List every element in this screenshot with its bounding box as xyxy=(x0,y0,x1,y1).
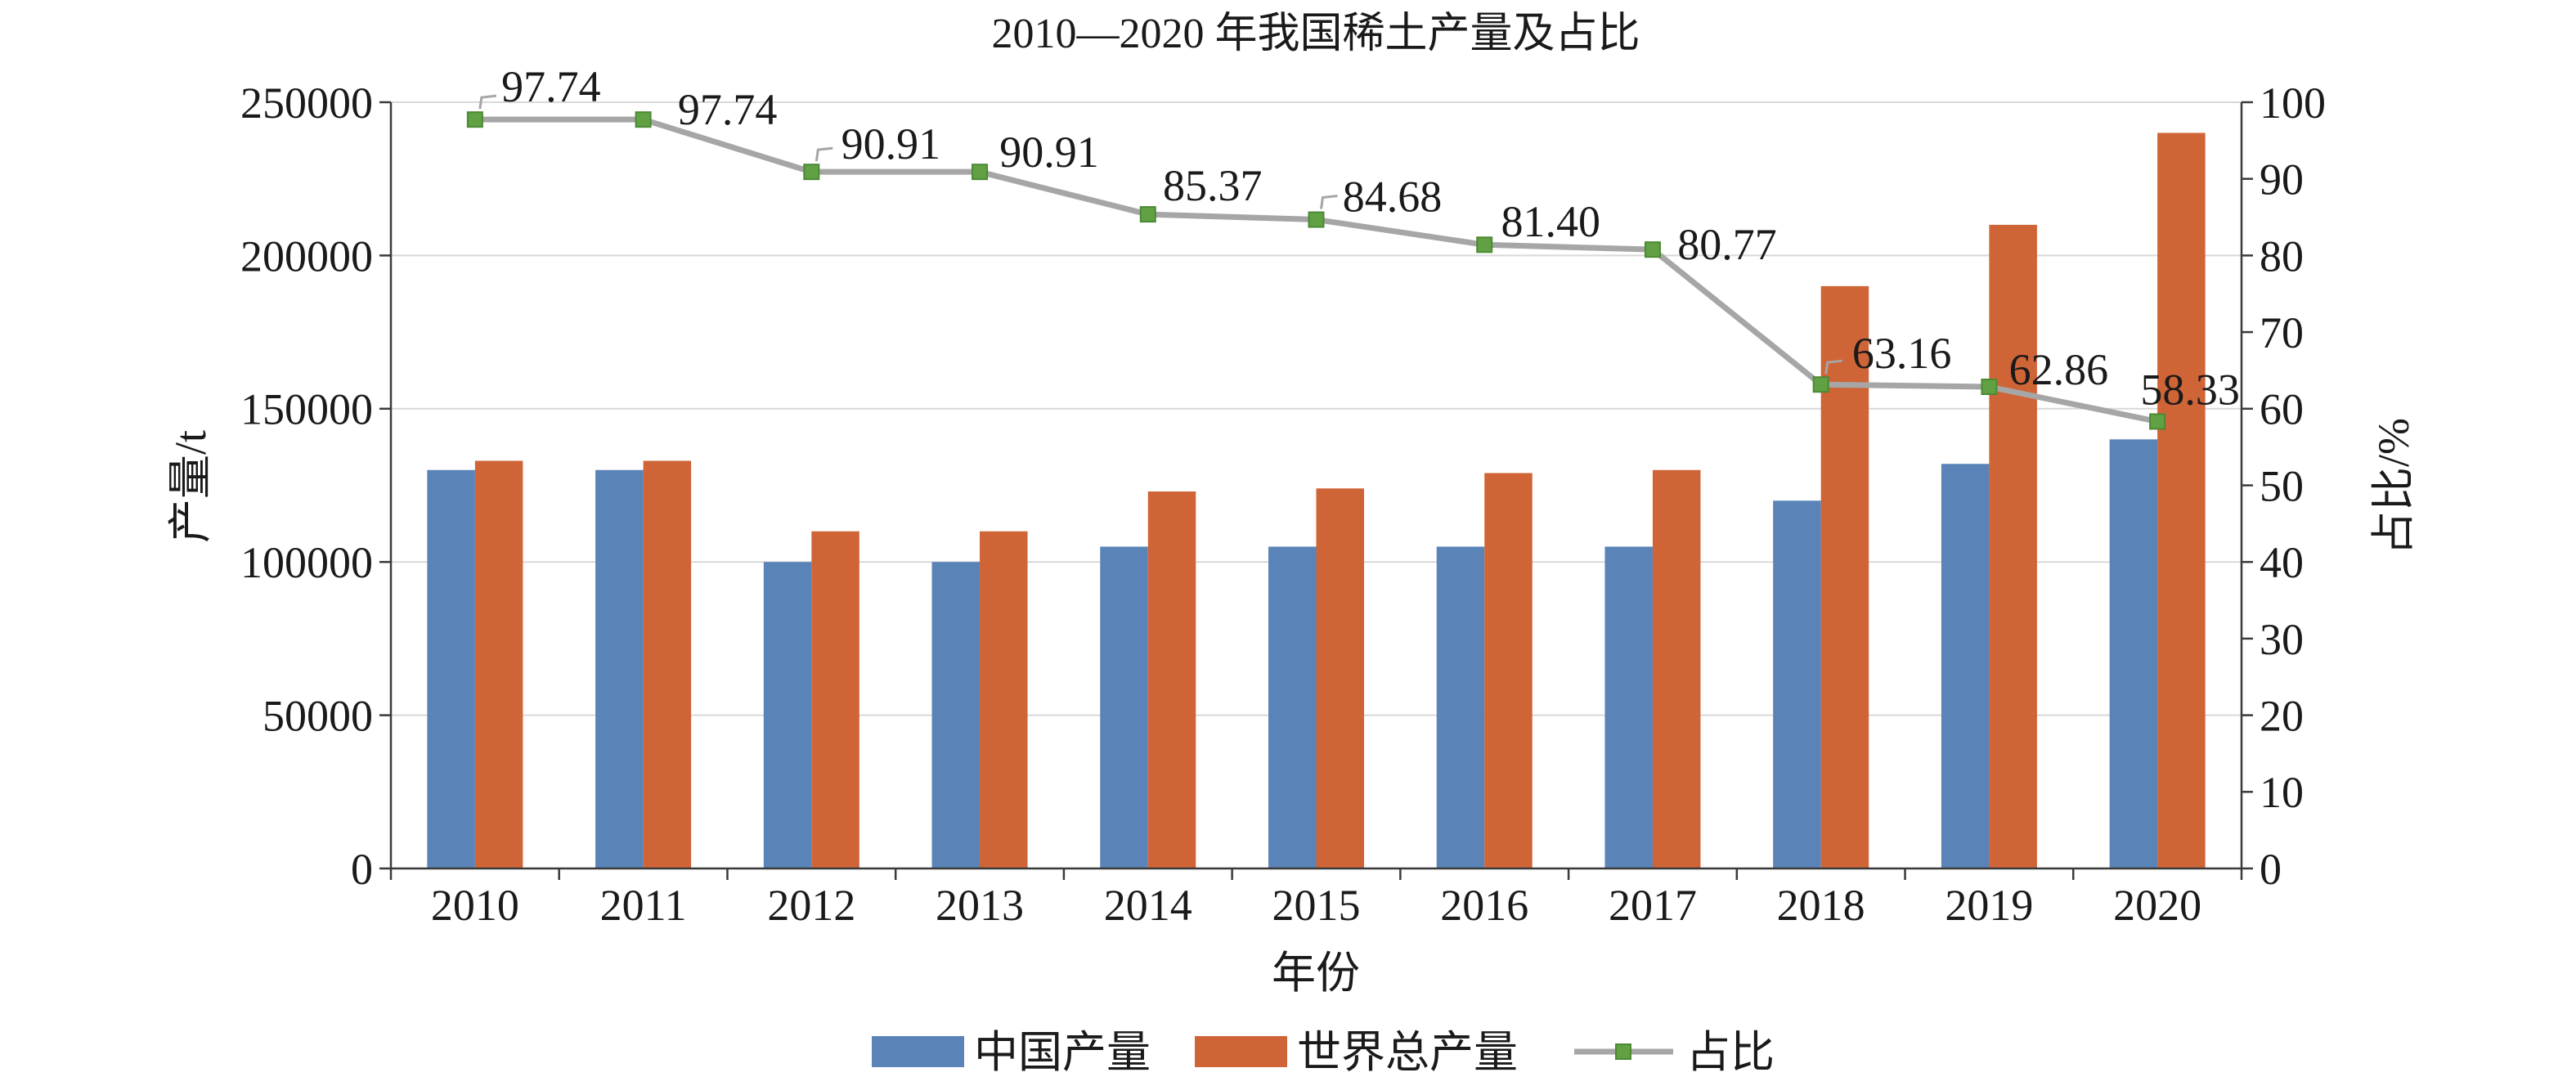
y-axis-right-tick-label: 80 xyxy=(2260,231,2304,280)
y-axis-right-tick-label: 90 xyxy=(2260,155,2304,204)
bar-series xyxy=(427,132,2206,869)
data-label-leader-line xyxy=(1320,195,1338,209)
share-data-label-2011: 97.74 xyxy=(678,85,778,134)
china-production-bar-2016 xyxy=(1436,546,1485,868)
x-axis-tick-label: 2019 xyxy=(1945,881,2033,930)
share-data-label-2015: 84.68 xyxy=(1343,172,1443,221)
share-marker-2018 xyxy=(1812,376,1829,393)
y-axis-right-tick-label: 40 xyxy=(2260,538,2304,587)
world-production-bar-2017 xyxy=(1652,469,1701,868)
china-production-bar-2018 xyxy=(1773,500,1821,868)
share-marker-2015 xyxy=(1308,211,1325,228)
share-marker-2011 xyxy=(635,111,652,128)
world-production-bar-2011 xyxy=(643,460,692,868)
china-production-bar-2017 xyxy=(1604,546,1653,868)
world-production-bar-2016 xyxy=(1484,473,1533,868)
y-axis-right-tick-label: 10 xyxy=(2260,768,2304,817)
x-axis-tick-label: 2013 xyxy=(936,881,1024,930)
legend: 中国产量 世界总产量 占比 xyxy=(872,1028,1775,1077)
y-axis-right-tick-label: 20 xyxy=(2260,692,2304,741)
x-axis-title: 年份 xyxy=(1272,949,1360,998)
share-markers xyxy=(466,111,2166,430)
china-production-bar-2019 xyxy=(1941,464,1990,868)
share-marker-2019 xyxy=(1981,379,1998,396)
y-axis-right-tick-label: 0 xyxy=(2260,845,2282,894)
x-axis-tick-label: 2011 xyxy=(600,881,687,930)
y-axis-left-tick-label: 0 xyxy=(351,845,373,894)
world-production-bar-2015 xyxy=(1316,488,1364,868)
axes: 0 50000 100000 150000 200000 250000 0 10 20 30 40 5… xyxy=(240,79,2326,930)
y-axis-right-tick-label: 100 xyxy=(2260,79,2326,128)
china-production-bar-2020 xyxy=(2109,439,2158,868)
share-data-label-2017: 80.77 xyxy=(1677,220,1777,269)
legend-label-share: 占比 xyxy=(1686,1028,1775,1077)
legend-swatch-world-production xyxy=(1195,1036,1287,1067)
share-data-label-2010: 97.74 xyxy=(501,62,601,111)
share-data-label-2019: 62.86 xyxy=(2009,345,2109,394)
y-axis-right-tick-label: 30 xyxy=(2260,615,2304,664)
x-axis-tick-label: 2018 xyxy=(1777,881,1865,930)
y-axis-left-title: 产量/t xyxy=(166,430,215,543)
legend-swatch-china-production xyxy=(872,1036,964,1067)
y-axis-left-tick-label: 100000 xyxy=(240,538,373,587)
y-axis-right-tick-label: 70 xyxy=(2260,308,2304,357)
china-production-bar-2010 xyxy=(427,469,475,868)
y-axis-right-title: 占比/% xyxy=(2369,418,2418,555)
world-production-bar-2013 xyxy=(980,531,1028,868)
x-axis-tick-label: 2015 xyxy=(1272,881,1361,930)
data-label-leader-line xyxy=(815,146,833,162)
share-data-label-2020: 58.33 xyxy=(2140,365,2240,414)
world-production-bar-2020 xyxy=(2157,132,2206,869)
legend-label-world-production: 世界总产量 xyxy=(1297,1028,1518,1077)
share-data-labels: 97.74 97.74 90.91 90.91 85.37 84.68 81.40 80.77… xyxy=(478,62,2240,414)
legend-swatch-share-marker xyxy=(1615,1043,1631,1060)
x-axis-tick-label: 2020 xyxy=(2113,881,2201,930)
share-marker-2012 xyxy=(803,164,820,181)
share-marker-2016 xyxy=(1476,236,1493,254)
y-axis-left-tick-label: 150000 xyxy=(240,385,373,434)
share-marker-2013 xyxy=(972,164,989,181)
chart-title: 2010—2020 年我国稀土产量及占比 xyxy=(991,11,1640,57)
china-production-bar-2015 xyxy=(1268,546,1317,868)
data-label-leader-line xyxy=(1824,359,1842,375)
world-production-bar-2014 xyxy=(1147,491,1196,868)
y-axis-left-tick-label: 200000 xyxy=(240,231,373,280)
y-axis-right-tick-label: 50 xyxy=(2260,461,2304,510)
legend-item-world-production: 世界总产量 xyxy=(1195,1028,1518,1077)
china-production-bar-2012 xyxy=(763,562,812,868)
legend-label-china-production: 中国产量 xyxy=(974,1028,1151,1077)
share-data-label-2014: 85.37 xyxy=(1163,161,1263,210)
world-production-bar-2012 xyxy=(811,531,859,868)
y-axis-left-tick-label: 250000 xyxy=(240,79,373,128)
share-data-label-2012: 90.91 xyxy=(841,119,941,168)
x-axis-tick-label: 2010 xyxy=(431,881,519,930)
world-production-bar-2010 xyxy=(474,460,523,868)
x-axis-tick-label: 2012 xyxy=(767,881,855,930)
share-data-label-2016: 81.40 xyxy=(1501,197,1600,246)
china-production-bar-2014 xyxy=(1100,546,1148,868)
share-marker-2014 xyxy=(1139,206,1156,223)
share-marker-2020 xyxy=(2149,413,2166,430)
x-axis-tick-label: 2014 xyxy=(1104,881,1192,930)
share-marker-2017 xyxy=(1644,241,1661,258)
y-axis-left-tick-label: 50000 xyxy=(263,692,373,741)
china-production-bar-2011 xyxy=(595,469,644,868)
legend-item-share: 占比 xyxy=(1574,1028,1775,1077)
share-marker-2010 xyxy=(466,111,483,128)
x-axis-tick-label: 2016 xyxy=(1440,881,1528,930)
share-data-label-2018: 63.16 xyxy=(1852,329,1952,378)
china-production-bar-2013 xyxy=(931,562,981,868)
y-axis-right-tick-label: 60 xyxy=(2260,385,2304,434)
world-production-bar-2019 xyxy=(1989,224,2037,868)
share-data-label-2013: 90.91 xyxy=(999,128,1099,177)
data-label-leader-line xyxy=(478,94,497,110)
x-axis-tick-label: 2017 xyxy=(1609,881,1697,930)
legend-item-china-production: 中国产量 xyxy=(872,1028,1151,1077)
